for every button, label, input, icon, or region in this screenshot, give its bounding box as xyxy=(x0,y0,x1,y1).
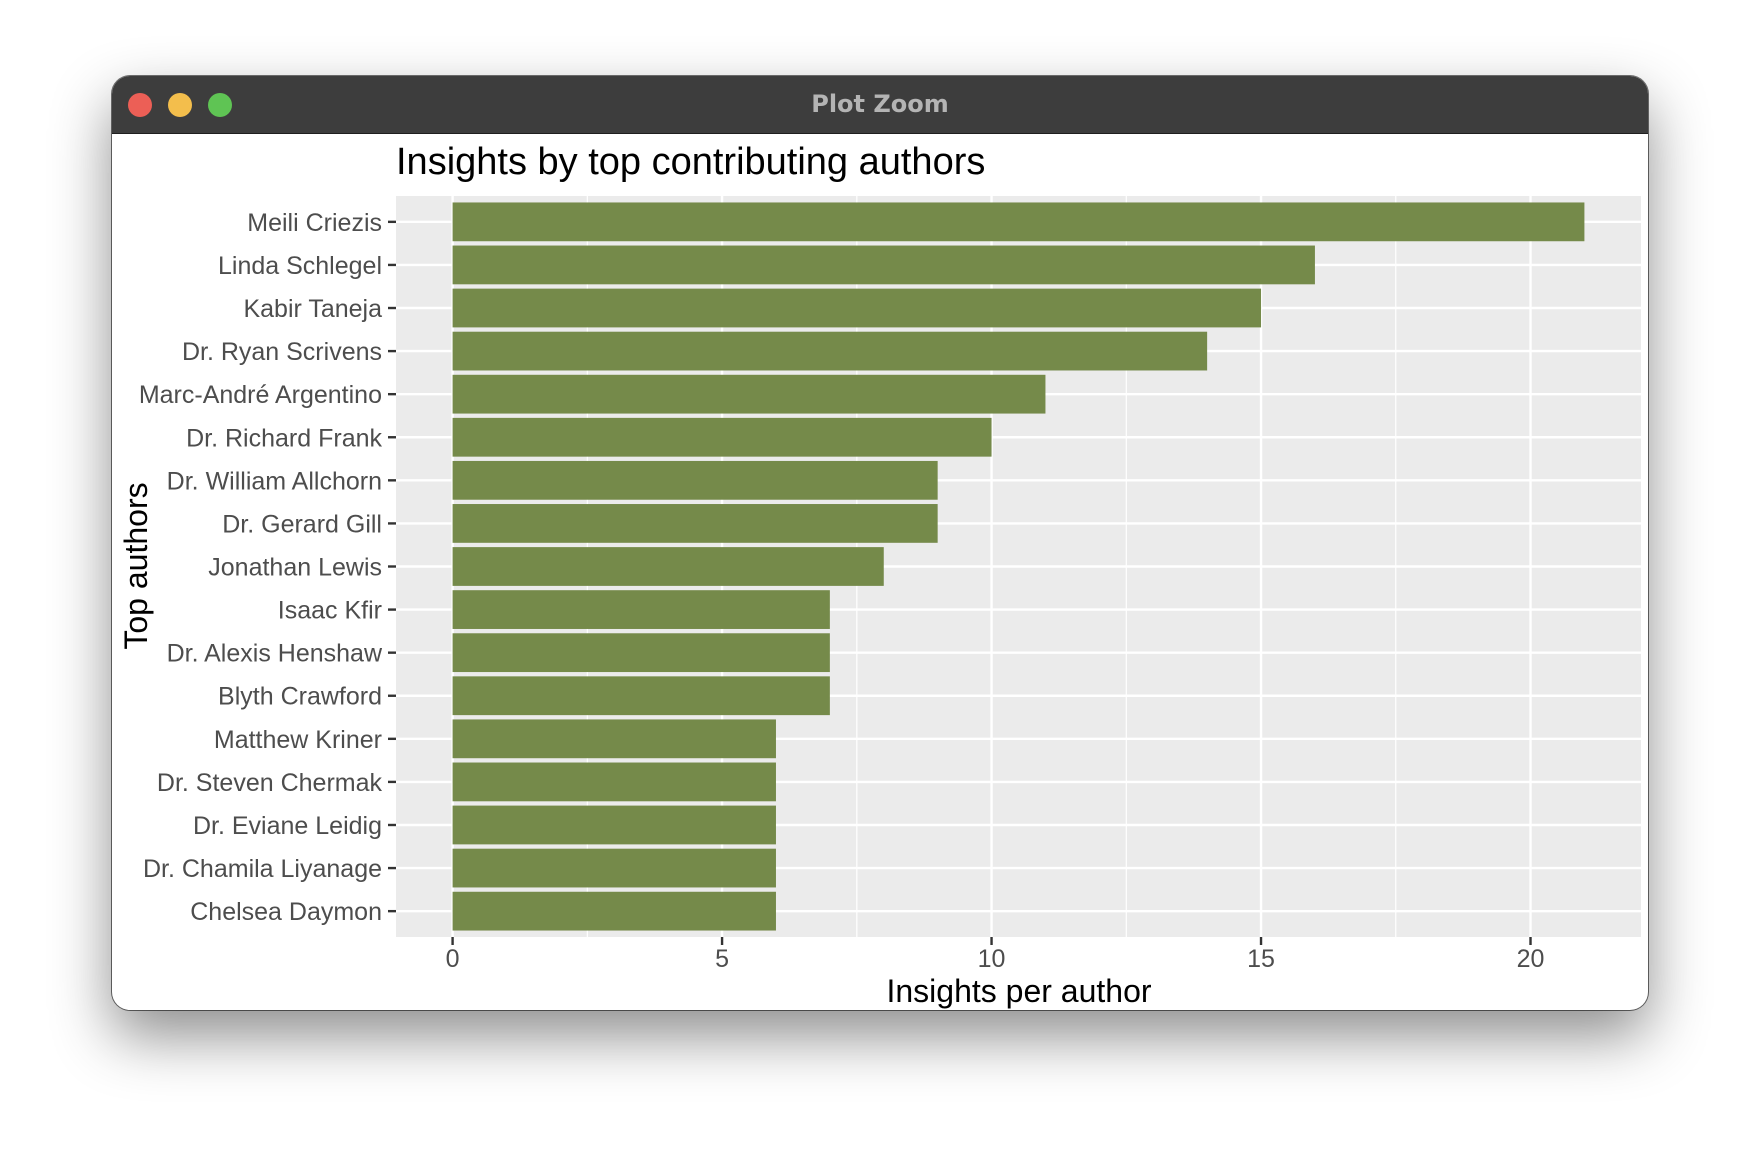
zoom-window-button[interactable] xyxy=(208,93,232,117)
x-axis-title: Insights per author xyxy=(886,973,1151,1009)
x-tick-label: 10 xyxy=(978,945,1006,973)
bar xyxy=(452,676,830,716)
y-tick-label: Dr. Gerard Gill xyxy=(222,510,382,538)
y-tick-label: Dr. William Allchorn xyxy=(167,467,382,495)
y-tick-label: Chelsea Daymon xyxy=(190,898,382,926)
bar xyxy=(452,460,938,500)
plot-zoom-window: Plot Zoom Insights by top contributing a… xyxy=(112,76,1648,1010)
bar xyxy=(452,331,1208,371)
bar xyxy=(452,504,938,543)
minimize-window-button[interactable] xyxy=(168,93,192,117)
y-tick-label: Isaac Kfir xyxy=(278,597,382,625)
bar xyxy=(452,417,992,457)
close-window-button[interactable] xyxy=(128,93,152,117)
bar xyxy=(452,719,776,759)
title-bar[interactable]: Plot Zoom xyxy=(112,76,1648,134)
bar-chart: Insights by top contributing authors Mei… xyxy=(118,141,1641,1009)
bar xyxy=(452,374,1046,414)
x-tick-label: 20 xyxy=(1517,945,1545,973)
bar xyxy=(452,848,776,888)
y-tick-label: Meili Criezis xyxy=(247,209,382,237)
y-tick-label: Dr. Alexis Henshaw xyxy=(167,640,383,668)
window-title: Plot Zoom xyxy=(811,90,949,118)
bar xyxy=(452,590,830,629)
y-tick-label: Dr. Richard Frank xyxy=(186,424,382,452)
y-tick-label: Matthew Kriner xyxy=(214,726,382,754)
bar xyxy=(452,762,776,802)
bars xyxy=(452,202,1585,931)
y-tick-label: Jonathan Lewis xyxy=(208,554,382,582)
bar xyxy=(452,891,776,931)
x-tick-label: 0 xyxy=(446,945,460,973)
y-tick-label: Dr. Steven Chermak xyxy=(157,769,383,797)
y-tick-label: Dr. Eviane Leidig xyxy=(193,812,382,840)
bar xyxy=(452,202,1585,242)
x-tick-label: 15 xyxy=(1247,945,1275,973)
x-axis-ticks: 0 5 10 15 20 xyxy=(446,937,1545,973)
y-tick-label: Blyth Crawford xyxy=(218,683,382,711)
y-tick-label: Dr. Chamila Liyanage xyxy=(143,855,382,883)
y-axis-title: Top authors xyxy=(118,482,154,649)
chart-title: Insights by top contributing authors xyxy=(396,141,985,183)
y-tick-label: Kabir Taneja xyxy=(243,295,382,323)
y-tick-label: Marc-André Argentino xyxy=(139,381,382,409)
y-tick-label: Linda Schlegel xyxy=(218,252,382,280)
bar xyxy=(452,245,1315,285)
bar xyxy=(452,547,884,586)
bar xyxy=(452,288,1262,328)
x-tick-label: 5 xyxy=(715,945,729,973)
y-axis-ticks: Meili Criezis Linda Schlegel Kabir Taneja D… xyxy=(139,209,396,926)
y-tick-label: Dr. Ryan Scrivens xyxy=(182,338,382,366)
bar xyxy=(452,633,830,673)
bar xyxy=(452,805,776,845)
